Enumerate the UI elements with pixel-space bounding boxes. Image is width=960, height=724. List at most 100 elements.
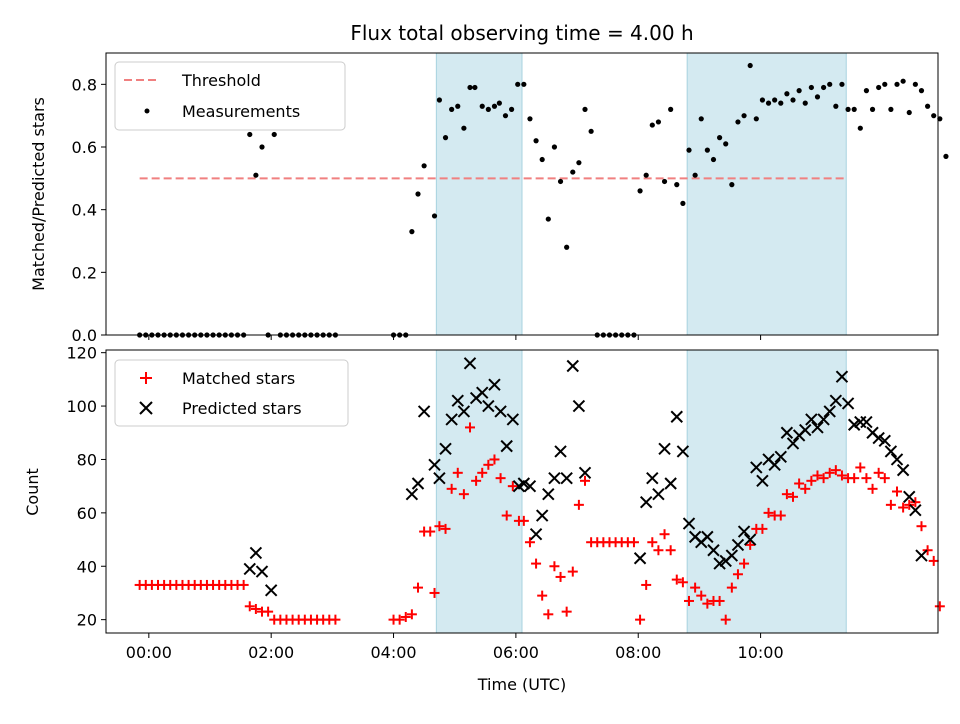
y-tick-label: 0.0 [72,326,97,345]
measurement-point [515,81,521,87]
measurement-point [784,91,790,97]
measurement-point [753,116,759,122]
matched-star-point [573,499,584,510]
predicted-star-point [646,471,659,485]
measurement-point [674,182,680,188]
measurement-point [509,106,515,112]
legend-matched-swatch [140,372,152,384]
measurement-point [247,131,253,138]
measurement-point [449,106,455,112]
measurement-point [943,153,949,159]
measurement-point [545,216,551,222]
matched-star-point [495,473,506,484]
matched-star-point [263,606,274,617]
matched-star-point [757,523,768,534]
p2-axes-frame [105,349,939,634]
predicted-star-point [249,546,263,560]
matched-star-point [501,510,512,521]
measurement-point [649,122,655,128]
predicted-star-point [411,477,425,490]
matched-star-point [580,475,591,486]
predicted-star-point [731,538,745,552]
measurement-point [668,106,674,112]
measurement-point [637,188,643,194]
matched-star-point [406,609,417,620]
predicted-star-point [542,487,555,501]
matched-star-point [507,481,518,492]
measurement-point [900,78,906,84]
predicted-star-point [457,405,471,418]
predicted-star-point [701,530,714,544]
predicted-star-point [890,453,904,466]
measurement-point [845,106,851,112]
matched-star-point [904,499,915,510]
matched-star-point [641,579,652,590]
shaded-region [686,349,847,634]
y-tick-label: 0.2 [72,263,97,282]
measurement-point [698,116,704,122]
predicted-star-point [713,557,726,570]
measurement-point [925,103,931,109]
matched-star-point [434,521,445,532]
predicted-star-point [405,487,419,501]
matched-star-point [739,558,750,569]
matched-star-point [824,467,835,478]
predicted-star-point [633,552,647,565]
predicted-star-point [445,413,458,426]
matched-star-point [671,574,682,585]
matched-star-point [561,606,572,617]
measurement-point [655,119,662,125]
predicted-star-point [915,549,928,562]
measurement-point [876,84,882,91]
matched-star-point [916,521,927,532]
p2-ylabel: Count [23,468,42,516]
predicted-star-point [725,549,739,562]
matched-star-point [885,499,896,510]
matched-star-point [425,526,436,537]
x-tick-label: 02:00 [248,643,294,662]
measurement-point [741,113,747,119]
measurement-point [259,144,265,150]
predicted-star-point [428,458,441,472]
matched-star-point [794,478,805,489]
measurement-point [833,103,839,109]
matched-star-point [452,467,463,478]
matched-star-point [440,523,451,534]
matched-star-point [714,595,725,606]
predicted-star-point [670,410,683,423]
matched-star-point [477,467,488,478]
measurement-point [527,116,533,122]
measurement-point [564,244,570,250]
predicted-star-point [756,474,769,488]
measurement-point [253,172,259,178]
predicted-star-point [835,370,849,383]
measurement-point [796,88,802,94]
matched-star-point [543,609,554,620]
matched-star-point [745,539,756,550]
p1-legend: Threshold Measurements [114,61,346,131]
predicted-star-point [500,439,513,453]
measurement-point [735,119,741,125]
measurement-point [839,81,845,87]
matched-star-point [653,545,664,556]
legend-threshold-label: Threshold [181,71,261,90]
chart-title: Flux total observing time = 4.00 h [350,21,693,45]
predicted-star-point [433,471,446,485]
bottom-panel: 20 40 60 80 100 120 00:00 02:00 04:00 06:00 08:00… [23,344,945,694]
measurement-point [467,84,473,91]
measurement-point [821,84,827,91]
measurement-point [461,125,467,131]
x-tick-label: 06:00 [493,643,539,662]
predicted-star-point [566,359,579,373]
predicted-star-point [768,458,781,472]
matched-star-point [471,475,482,486]
predicted-star-point [676,445,690,458]
matched-star-point [524,537,535,548]
matched-star-point [684,595,695,606]
predicted-star-point [658,442,671,455]
matched-star-point [800,483,811,494]
matched-star-point [928,555,939,566]
matched-star-point [537,590,548,601]
measurement-point [894,81,900,87]
